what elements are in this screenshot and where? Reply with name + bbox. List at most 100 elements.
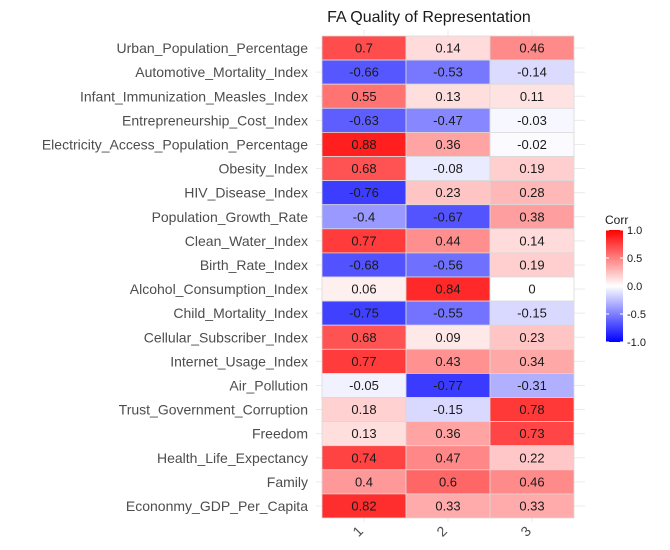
y-tick-label: Freedom	[252, 426, 308, 442]
heatmap-cell	[489, 372, 575, 398]
cell-value-label: 0.18	[351, 402, 376, 417]
heatmap-cell	[489, 445, 575, 471]
heatmap-cell	[489, 300, 575, 326]
y-tick-label: Birth_Rate_Index	[200, 257, 308, 273]
cell-value-label: 0.46	[519, 474, 544, 489]
heatmap-cell	[489, 83, 575, 109]
heatmap-cell	[321, 372, 407, 398]
heatmap-cell	[405, 156, 491, 182]
cell-value-label: -0.15	[433, 402, 463, 417]
legend-colorbar	[606, 230, 623, 342]
heatmap-cell	[321, 107, 407, 133]
cell-value-label: -0.68	[349, 257, 379, 272]
heatmap-cell	[405, 493, 491, 519]
chart-title: FA Quality of Representation	[327, 9, 531, 26]
cell-value-label: 0.11	[520, 89, 544, 104]
heatmap-cell	[321, 131, 407, 157]
heatmap-cell	[489, 397, 575, 423]
y-tick-label: Alcohol_Consumption_Index	[130, 281, 308, 297]
cell-value-label: 0.38	[519, 209, 544, 224]
heatmap-cell	[321, 469, 407, 495]
color-legend: Corr 1.0 0.5 0.0 -0.5 -1.0	[605, 213, 646, 349]
heatmap-cell	[489, 493, 575, 519]
legend-tick-label: -0.5	[627, 309, 646, 321]
heatmap-cell	[321, 156, 407, 182]
y-tick-label: Family	[267, 474, 308, 490]
cell-value-label: -0.02	[517, 137, 547, 152]
y-tick-label: Health_Life_Expectancy	[157, 450, 308, 466]
cell-value-label: 0.74	[351, 450, 376, 465]
heatmap-cell	[489, 252, 575, 278]
cell-value-label: 0.19	[519, 161, 544, 176]
cell-value-label: 0.4	[355, 474, 373, 489]
cell-value-label: 0.46	[519, 41, 544, 56]
legend-tick-label: 0.5	[627, 253, 642, 265]
y-tick-label: Entrepreneurship_Cost_Index	[122, 112, 308, 128]
y-tick-label: Econonmy_GDP_Per_Capita	[126, 498, 308, 514]
heatmap-cell	[405, 107, 491, 133]
cell-value-label: 0.13	[435, 89, 460, 104]
y-tick-label: Automotive_Mortality_Index	[135, 64, 308, 80]
heatmap-cell	[405, 348, 491, 374]
cell-value-label: 0.36	[435, 426, 460, 441]
heatmap-cell	[489, 156, 575, 182]
x-axis-labels: 1 2 3	[349, 523, 534, 540]
cell-value-label: 0.09	[435, 330, 460, 345]
heatmap-cell	[321, 300, 407, 326]
cell-value-label: -0.77	[433, 378, 463, 393]
cell-value-label: 0.68	[351, 330, 376, 345]
cell-value-label: 0.33	[435, 498, 460, 513]
cell-value-label: 0.84	[435, 282, 460, 297]
heatmap-cell	[321, 83, 407, 109]
y-tick-label: Internet_Usage_Index	[170, 353, 308, 369]
x-tick-label: 2	[433, 523, 450, 540]
cell-value-label: 0.23	[435, 185, 460, 200]
cell-value-label: 0	[528, 282, 535, 297]
heatmap-cells: 0.7 0.14 0.46 -0.66 -0.53 -0.14 0.55 0.13 0.11 -0…	[321, 35, 575, 519]
cell-value-label: 0.82	[351, 498, 376, 513]
cell-value-label: 0.19	[519, 257, 544, 272]
cell-value-label: -0.05	[349, 378, 379, 393]
y-tick-label: Air_Pollution	[229, 377, 308, 393]
cell-value-label: -0.08	[433, 161, 463, 176]
heatmap-cell	[489, 180, 575, 206]
cell-value-label: 0.43	[435, 354, 460, 369]
cell-value-label: -0.31	[517, 378, 547, 393]
cell-value-label: -0.55	[433, 306, 463, 321]
cell-value-label: 0.14	[519, 233, 544, 248]
cell-value-label: 0.77	[351, 233, 376, 248]
heatmap-cell	[489, 204, 575, 230]
heatmap-cell	[321, 228, 407, 254]
heatmap-cell	[321, 204, 407, 230]
heatmap-cell	[489, 228, 575, 254]
heatmap-cell	[489, 107, 575, 133]
cell-value-label: 0.06	[351, 282, 376, 297]
heatmap-cell	[489, 276, 575, 302]
heatmap-cell	[405, 421, 491, 447]
cell-value-label: -0.14	[517, 65, 547, 80]
cell-value-label: -0.75	[349, 306, 379, 321]
cell-value-label: -0.63	[349, 113, 379, 128]
cell-value-label: -0.15	[517, 306, 547, 321]
cell-value-label: 0.47	[435, 450, 460, 465]
x-tick-label: 1	[349, 523, 366, 540]
x-tick-label: 3	[517, 523, 534, 540]
cell-value-label: 0.34	[519, 354, 544, 369]
y-tick-label: Urban_Population_Percentage	[117, 40, 309, 56]
cell-value-label: -0.76	[349, 185, 379, 200]
y-axis-labels: Urban_Population_Percentage Automotive_Mo…	[42, 40, 308, 514]
legend-tick-label: 0.0	[627, 281, 642, 293]
cell-value-label: 0.36	[435, 137, 460, 152]
y-tick-label: Child_Mortality_Index	[173, 305, 308, 321]
cell-value-label: 0.13	[351, 426, 376, 441]
heatmap-cell	[321, 35, 407, 61]
cell-value-label: 0.78	[519, 402, 544, 417]
heatmap-cell	[321, 445, 407, 471]
cell-value-label: -0.53	[433, 65, 463, 80]
legend-tick-label: 1.0	[627, 225, 642, 237]
heatmap-cell	[489, 131, 575, 157]
cell-value-label: -0.67	[433, 209, 463, 224]
y-tick-label: Population_Growth_Rate	[152, 209, 309, 225]
legend-title: Corr	[605, 213, 628, 227]
